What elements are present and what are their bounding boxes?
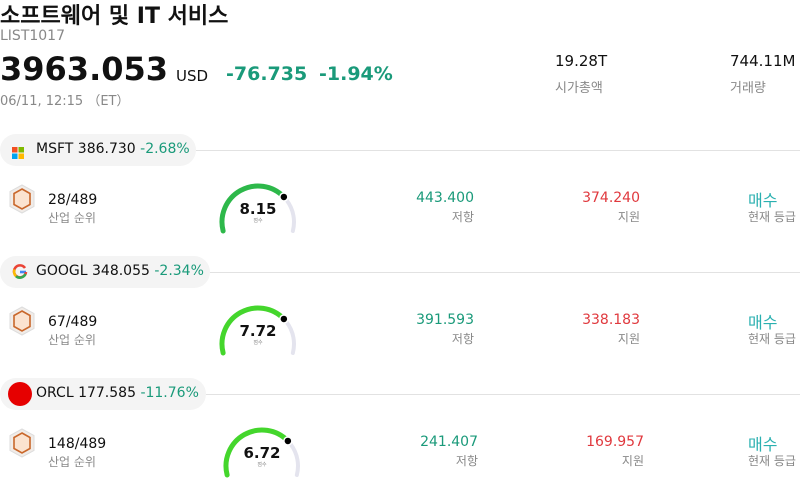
stock-price: 348.055 [92,263,150,279]
rank: 67/489 [48,314,98,330]
separator [210,272,800,273]
rank-label: 산업 순위 [48,333,96,347]
rating: 매수 [748,191,778,210]
title: 소프트웨어 및 IT 서비스 [0,4,229,29]
separator [196,150,800,151]
resistance-label: 저항 [455,454,478,468]
stock-change: -2.34% [154,263,204,279]
ticker: MSFT [36,141,74,157]
rating: 매수 [748,313,778,332]
rank-label: 산업 순위 [48,455,96,469]
ticker-line: MSFT 386.730 -2.68% [36,141,190,157]
stock-change: -11.76% [140,385,199,401]
stock-price: 386.730 [77,141,136,157]
resistance: 443.400 [416,190,474,206]
rank-icon [9,184,35,218]
rating-label: 현재 등급 [748,332,796,346]
ticker: ORCL [36,385,74,401]
code: LIST1017 [0,28,65,44]
stock-pill[interactable]: GOOGL 348.055 -2.34% [0,256,210,288]
support: 338.183 [582,312,640,328]
score: 6.72 [243,444,281,462]
score-label: 점수 [253,340,263,346]
logo [12,264,28,284]
score: 8.15 [239,200,277,218]
stock-pill[interactable]: ORCL 177.585 -11.76% [0,378,206,410]
rating-label: 현재 등급 [748,210,796,224]
support: 374.240 [582,190,640,206]
logo [8,382,32,410]
change: -76.735 [226,63,308,85]
logo [12,144,24,163]
ticker-line: ORCL 177.585 -11.76% [36,385,199,401]
price: 3963.053 [0,50,169,88]
resistance-label: 저항 [451,332,474,346]
stock-pill[interactable]: MSFT 386.730 -2.68% [0,134,196,166]
rank: 148/489 [48,436,107,452]
support-label: 지원 [617,210,640,224]
support-label: 지원 [621,454,644,468]
support-label: 지원 [617,332,640,346]
gauge [214,178,302,242]
resistance-label: 저항 [451,210,474,224]
rank: 28/489 [48,192,98,208]
rank-icon [9,428,35,462]
rank-label: 산업 순위 [48,211,96,225]
currency: USD [176,67,209,85]
separator [206,394,800,395]
stock-change: -2.68% [140,141,190,157]
rating-label: 현재 등급 [748,454,796,468]
datetime: 06/11, 12:15 （ET） [0,94,130,109]
rank-icon [9,306,35,340]
score-label: 점수 [257,462,267,468]
gauge [214,300,302,364]
ticker-line: GOOGL 348.055 -2.34% [36,263,204,279]
volume-label: 거래량 [730,81,766,96]
change-pct: -1.94% [319,63,393,85]
gauge [218,422,306,486]
ticker: GOOGL [36,263,88,279]
score-label: 점수 [253,218,263,224]
rating: 매수 [748,435,778,454]
resistance: 391.593 [416,312,474,328]
market-cap: 19.28T [555,52,608,70]
score: 7.72 [239,322,277,340]
market-cap-label: 시가총액 [555,81,603,96]
volume: 744.11M [730,52,796,70]
stock-price: 177.585 [78,385,136,401]
resistance: 241.407 [420,434,478,450]
support: 169.957 [586,434,644,450]
